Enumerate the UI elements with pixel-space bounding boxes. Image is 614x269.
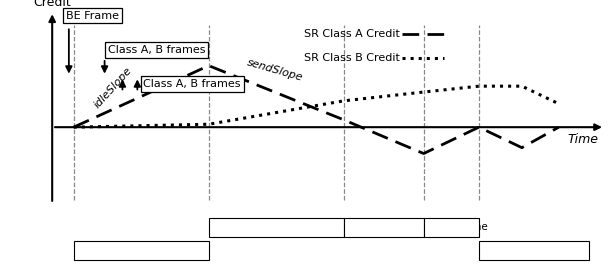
Text: sendSlope: sendSlope [246, 58, 304, 83]
Bar [424, 218, 479, 237]
Text: Time: Time [568, 133, 599, 146]
Text: Class A Frame: Class A Frame [414, 222, 488, 232]
Text: Class A, B frames: Class A, B frames [107, 45, 205, 55]
Text: Class A Frame: Class A Frame [347, 222, 421, 232]
Bar [479, 241, 589, 260]
Bar [209, 218, 344, 237]
Text: BE Frame: BE Frame [117, 246, 166, 256]
Text: SR Class A Credit: SR Class A Credit [303, 29, 400, 39]
Text: SR Class B Credit: SR Class B Credit [303, 53, 400, 63]
Text: Class A Frame: Class A Frame [239, 222, 313, 232]
Bar [344, 218, 424, 237]
Text: BE Frame: BE Frame [66, 10, 119, 21]
Text: idleSlope: idleSlope [92, 65, 134, 109]
Text: Credit: Credit [33, 0, 71, 9]
Text: Class A, B frames: Class A, B frames [143, 79, 241, 89]
Bar [74, 241, 209, 260]
Text: Class B Frame: Class B Frame [497, 246, 571, 256]
